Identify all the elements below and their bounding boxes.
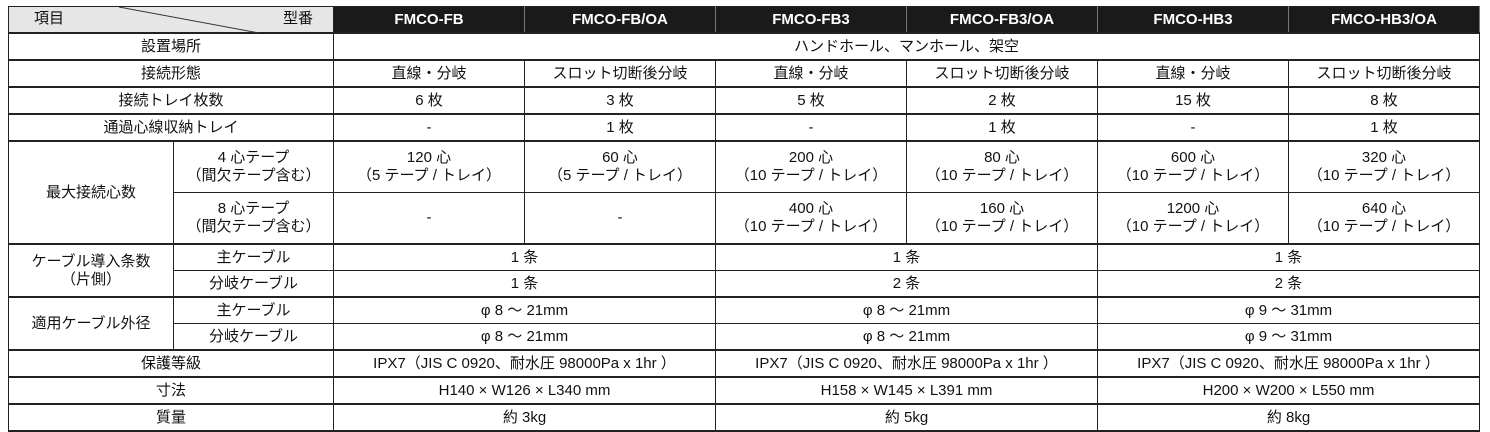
cell: スロット切断後分岐 [524, 59, 716, 88]
cell: 400 心（10 テープ / トレイ） [715, 192, 907, 245]
cell: φ 8 ～ 21mm [333, 323, 716, 351]
cell: 3 枚 [524, 86, 716, 115]
sub-label: 分岐ケーブル [173, 270, 334, 298]
cell: 80 心（10 テープ / トレイ） [906, 140, 1098, 193]
cell: φ 8 ～ 21mm [715, 323, 1098, 351]
row-pass-tray: 通過心線収納トレイ -1 枚-1 枚-1 枚 [8, 113, 1480, 142]
cell: 15 枚 [1097, 86, 1289, 115]
row-label: 質量 [8, 403, 334, 432]
row-label: 通過心線収納トレイ [8, 113, 334, 142]
cell: 約 5kg [715, 403, 1098, 432]
cell: H140 × W126 × L340 mm [333, 376, 716, 405]
cell: 2 条 [1097, 270, 1480, 298]
row-max-cores-8: 8 心テープ （間欠テープ含む） - - 400 心（10 テープ / トレイ） … [9, 192, 1480, 245]
cell: 2 条 [715, 270, 1098, 298]
cell: - [715, 113, 907, 142]
model-header-cell: FMCO-FB [333, 6, 525, 34]
cell: - [333, 192, 525, 245]
cell: IPX7（JIS C 0920、耐水圧 98000Pa x 1hr ） [333, 349, 716, 378]
sub-label: 8 心テープ （間欠テープ含む） [173, 192, 334, 245]
cell: スロット切断後分岐 [906, 59, 1098, 88]
cell: - [524, 192, 716, 245]
cell: φ 9 ～ 31mm [1097, 296, 1480, 324]
cell: φ 8 ～ 21mm [333, 296, 716, 324]
cell: IPX7（JIS C 0920、耐水圧 98000Pa x 1hr ） [715, 349, 1098, 378]
row-protection: 保護等級 IPX7（JIS C 0920、耐水圧 98000Pa x 1hr ）… [8, 349, 1480, 378]
model-header-cell: FMCO-HB3 [1097, 6, 1289, 34]
cell: 1 枚 [524, 113, 716, 142]
row-cable-diameter-branch: 分岐ケーブル φ 8 ～ 21mm φ 8 ～ 21mm φ 9 ～ 31mm [9, 323, 1480, 351]
model-header-cell: FMCO-FB3/OA [906, 6, 1098, 34]
diagonal-line [118, 7, 260, 33]
corner-header: 項目 型番 [8, 6, 334, 34]
row-connection: 接続形態 直線・分岐 スロット切断後分岐 直線・分岐 スロット切断後分岐 直線・分岐 スロ… [8, 59, 1480, 88]
row-label: 最大接続心数 [8, 140, 174, 245]
spec-table: 項目 型番 FMCO-FB FMCO-FB/OA FMCO-FB3 FMCO-FB… [8, 6, 1480, 432]
row-max-cores-4: 最大接続心数 4 心テープ （間欠テープ含む） 120 心（5 テープ / トレイ… [8, 140, 1480, 245]
cell: 1 条 [333, 243, 716, 271]
row-location: 設置場所 ハンドホール、マンホール、架空 [8, 32, 1480, 61]
cell: 120 心（5 テープ / トレイ） [333, 140, 525, 193]
cell: 8 枚 [1288, 86, 1480, 115]
cell: - [333, 113, 525, 142]
cell: 1 枚 [906, 113, 1098, 142]
cell: ハンドホール、マンホール、架空 [333, 32, 1480, 61]
model-header-cell: FMCO-FB/OA [524, 6, 716, 34]
sub-label: 4 心テープ （間欠テープ含む） [173, 140, 334, 193]
cell: φ 8 ～ 21mm [715, 296, 1098, 324]
cell: 6 枚 [333, 86, 525, 115]
model-header: 型番 [282, 10, 313, 27]
cell: 直線・分岐 [1097, 59, 1289, 88]
cell: 約 3kg [333, 403, 716, 432]
row-label: 保護等級 [8, 349, 334, 378]
row-label: 適用ケーブル外径 [8, 296, 174, 351]
cell: 5 枚 [715, 86, 907, 115]
cell: IPX7（JIS C 0920、耐水圧 98000Pa x 1hr ） [1097, 349, 1480, 378]
cell: H200 × W200 × L550 mm [1097, 376, 1480, 405]
row-cable-diameter-main: 適用ケーブル外径 主ケーブル φ 8 ～ 21mm φ 8 ～ 21mm φ 9 ～… [8, 296, 1480, 351]
cell: 1 条 [715, 243, 1098, 271]
cell: 640 心（10 テープ / トレイ） [1288, 192, 1480, 245]
cell: 60 心（5 テープ / トレイ） [524, 140, 716, 193]
cell: 200 心（10 テープ / トレイ） [715, 140, 907, 193]
row-mass: 質量 約 3kg 約 5kg 約 8kg [8, 403, 1480, 432]
cell: 2 枚 [906, 86, 1098, 115]
cell: 約 8kg [1097, 403, 1480, 432]
row-label: 設置場所 [8, 32, 334, 61]
cell: - [1097, 113, 1289, 142]
cell: 1 条 [1097, 243, 1480, 271]
row-label: 接続トレイ枚数 [8, 86, 334, 115]
model-header-cell: FMCO-HB3/OA [1288, 6, 1480, 34]
cell: 1200 心（10 テープ / トレイ） [1097, 192, 1289, 245]
cell: スロット切断後分岐 [1288, 59, 1480, 88]
cell: φ 9 ～ 31mm [1097, 323, 1480, 351]
header-row: 項目 型番 FMCO-FB FMCO-FB/OA FMCO-FB3 FMCO-FB… [8, 6, 1480, 34]
row-label: ケーブル導入条数 （片側） [8, 243, 174, 298]
item-header: 項目 [34, 10, 65, 27]
sub-label: 分岐ケーブル [173, 323, 334, 351]
row-label: 寸法 [8, 376, 334, 405]
cell: 1 枚 [1288, 113, 1480, 142]
cell: H158 × W145 × L391 mm [715, 376, 1098, 405]
cell: 600 心（10 テープ / トレイ） [1097, 140, 1289, 193]
row-label: 接続形態 [8, 59, 334, 88]
cell: 直線・分岐 [715, 59, 907, 88]
cell: 320 心（10 テープ / トレイ） [1288, 140, 1480, 193]
row-dimensions: 寸法 H140 × W126 × L340 mm H158 × W145 × L3… [8, 376, 1480, 405]
cell: 1 条 [333, 270, 716, 298]
sub-label: 主ケーブル [173, 296, 334, 324]
model-header-cell: FMCO-FB3 [715, 6, 907, 34]
cell: 直線・分岐 [333, 59, 525, 88]
sub-label: 主ケーブル [173, 243, 334, 271]
cell: 160 心（10 テープ / トレイ） [906, 192, 1098, 245]
